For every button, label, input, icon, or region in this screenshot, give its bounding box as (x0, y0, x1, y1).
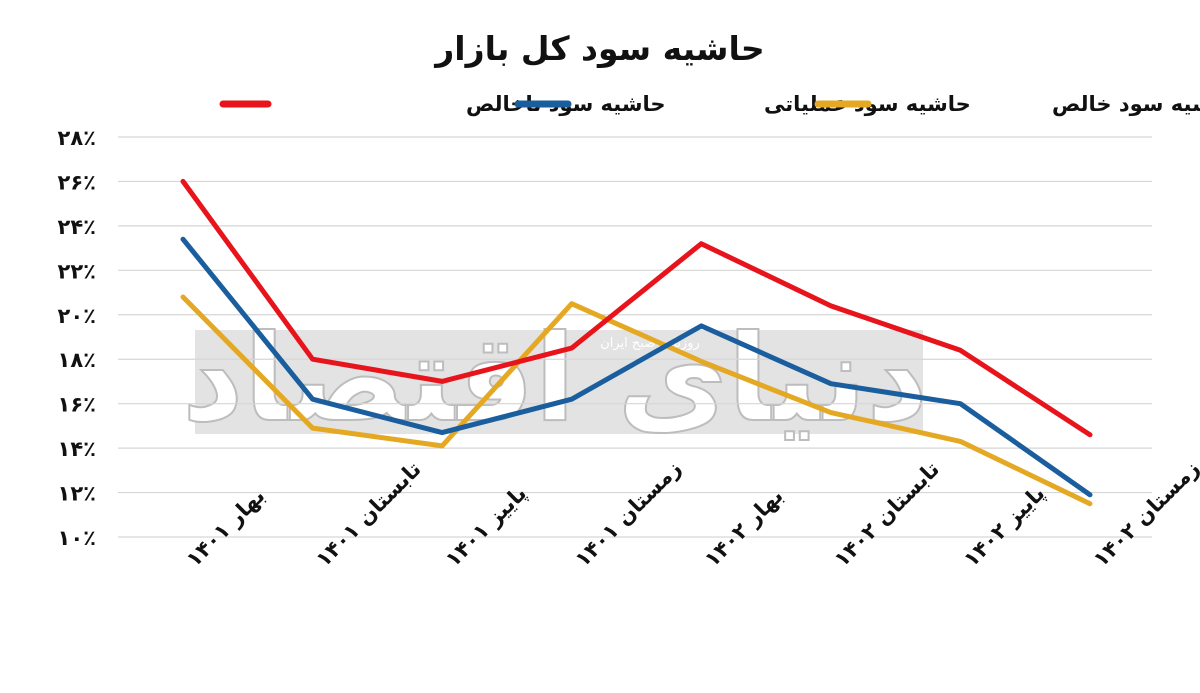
x-tick-label: تابستان ۱۴۰۱ (311, 457, 426, 572)
y-axis-ticks: ۱۰٪ ۱۲٪ ۱۴٪ ۱۶٪ ۱۸٪ ۲۰٪ ۲۲٪ ۲۴٪ ۲۶٪ ۲۸٪ (58, 126, 96, 550)
x-tick-label: تابستان ۱۴۰۲ (829, 457, 944, 572)
x-tick-label: بهار ۱۴۰۱ (182, 484, 270, 572)
series-line-2 (180, 294, 1093, 507)
watermark: دنیای اقتصاد روزنامه صبح ایران (181, 309, 929, 450)
watermark-logo-text: دنیای اقتصاد (182, 310, 928, 449)
watermark-band (195, 330, 923, 434)
series-line-1 (180, 236, 1093, 498)
y-tick-label: ۱۴٪ (58, 437, 96, 461)
y-tick-label: ۲۸٪ (58, 126, 96, 150)
series-line-0 (180, 178, 1093, 438)
y-tick-label: ۱۶٪ (58, 393, 96, 417)
x-tick-label: بهار ۱۴۰۲ (700, 484, 788, 572)
legend-item-net: حاشیه سود خالص (814, 92, 1200, 116)
x-tick-label: زمستان ۱۴۰۲ (1089, 456, 1200, 572)
x-tick-label: زمستان ۱۴۰۱ (570, 456, 686, 572)
y-tick-label: ۲۴٪ (58, 215, 96, 239)
legend: حاشیه سود ناخالص حاشیه سود عملیاتی حاشیه… (219, 92, 1200, 116)
y-tick-label: ۲۲٪ (58, 259, 96, 283)
y-tick-label: ۱۸٪ (58, 348, 96, 372)
legend-label-net: حاشیه سود خالص (1052, 92, 1200, 116)
x-tick-label: پاییز ۱۴۰۲ (959, 481, 1049, 571)
gridlines (118, 136, 1152, 538)
y-tick-label: ۲۰٪ (58, 304, 96, 328)
y-tick-label: ۲۶٪ (58, 170, 96, 194)
x-tick-label: پاییز ۱۴۰۱ (441, 481, 531, 571)
y-tick-label: ۱۰٪ (58, 526, 96, 550)
legend-item-operating: حاشیه سود عملیاتی (514, 92, 971, 116)
chart-title: حاشیه سود کل بازار (433, 29, 764, 69)
legend-item-gross: حاشیه سود ناخالص (219, 92, 666, 116)
y-tick-label: ۱۲٪ (58, 482, 96, 506)
series-lines (180, 178, 1093, 507)
